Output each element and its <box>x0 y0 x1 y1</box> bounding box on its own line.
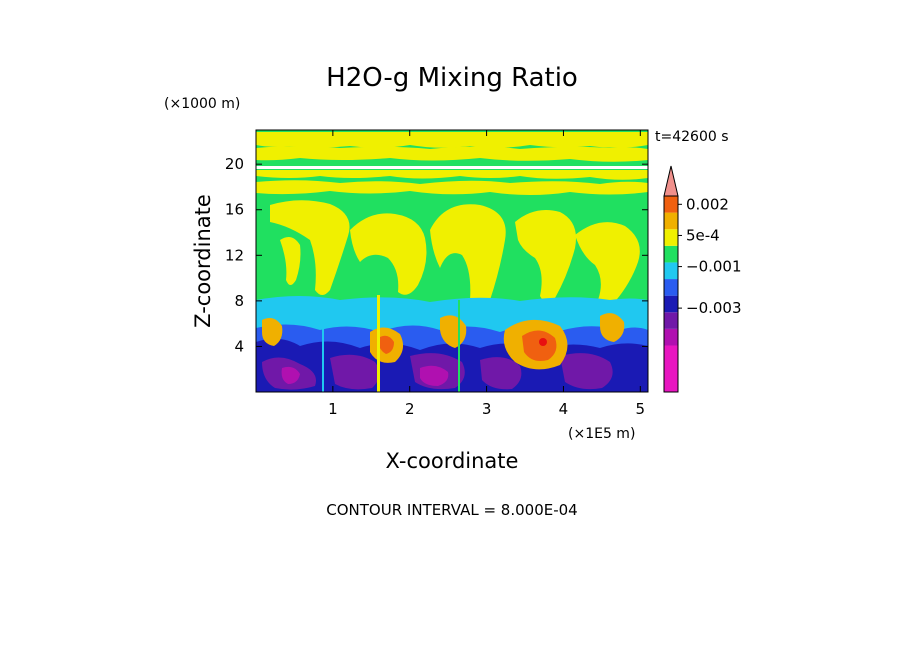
colorbar-segment <box>664 345 678 392</box>
colorbar-segment <box>664 328 678 346</box>
x-axis: 1 2 3 4 5 <box>328 130 645 418</box>
streak-2 <box>458 300 460 392</box>
colorbar: 0.002 5e-4 −0.001 −0.003 <box>663 165 742 393</box>
plume-3 <box>430 204 506 306</box>
streak-3 <box>322 305 324 392</box>
colorbar-segment <box>664 245 678 263</box>
core-5 <box>600 313 625 342</box>
y-tick-label: 20 <box>225 155 244 173</box>
y-tick-label: 8 <box>234 292 244 310</box>
upper-band-1 <box>256 132 648 148</box>
y-tick-label: 16 <box>225 201 244 219</box>
white-line <box>256 166 648 169</box>
plume-4 <box>515 209 576 302</box>
plume-5 <box>575 222 640 308</box>
contour-field <box>256 130 648 392</box>
x-tick-label: 5 <box>636 400 646 418</box>
colorbar-label: 5e-4 <box>686 226 720 244</box>
core-2 <box>262 318 283 346</box>
core-6 <box>378 335 394 354</box>
plume-6 <box>280 236 301 285</box>
x-tick-label: 2 <box>405 400 415 418</box>
colorbar-segment <box>664 312 678 329</box>
upper-band-2 <box>256 146 648 162</box>
upper-band-3 <box>256 170 648 180</box>
colorbar-arrow <box>663 165 679 197</box>
purple-patch-7 <box>281 366 300 384</box>
streak-1 <box>377 295 380 392</box>
y-tick-label: 12 <box>225 246 244 264</box>
purple-patch-6 <box>420 365 449 386</box>
purple-patch-5 <box>560 353 613 390</box>
colorbar-label: −0.001 <box>686 258 742 276</box>
x-tick-label: 4 <box>559 400 569 418</box>
chart-title: H2O-g Mixing Ratio <box>326 63 578 93</box>
colorbar-segment <box>664 279 678 296</box>
plume-1 <box>270 200 350 295</box>
colorbar-label: −0.003 <box>686 299 742 317</box>
time-label: t=42600 s <box>655 129 729 145</box>
colorbar-frame <box>663 195 679 393</box>
plot-frame <box>255 129 649 393</box>
x-tick-label: 3 <box>482 400 492 418</box>
colorbar-segment <box>664 295 678 313</box>
core-4-inner <box>522 330 557 361</box>
x-axis-title: X-coordinate <box>386 449 519 473</box>
core-4-red <box>539 338 547 346</box>
x-unit-label: (×1E5 m) <box>568 426 635 442</box>
colorbar-segment <box>664 212 678 230</box>
purple-patch-4 <box>480 357 522 390</box>
plume-2 <box>350 213 427 295</box>
purple-patch-2 <box>330 354 380 390</box>
y-tick-label: 4 <box>234 337 244 355</box>
colorbar-segment <box>664 229 678 246</box>
colorbar-label: 0.002 <box>686 195 729 213</box>
y-unit-label: (×1000 m) <box>164 96 240 112</box>
contour-interval-footer: CONTOUR INTERVAL = 8.000E-04 <box>326 501 577 519</box>
upper-band-4 <box>256 180 648 195</box>
colorbar-segment <box>664 262 678 280</box>
colorbar-segment <box>664 196 678 213</box>
y-axis-title: Z-coordinate <box>191 194 215 328</box>
y-axis: 4 8 12 16 20 <box>225 155 648 355</box>
x-tick-label: 1 <box>328 400 338 418</box>
